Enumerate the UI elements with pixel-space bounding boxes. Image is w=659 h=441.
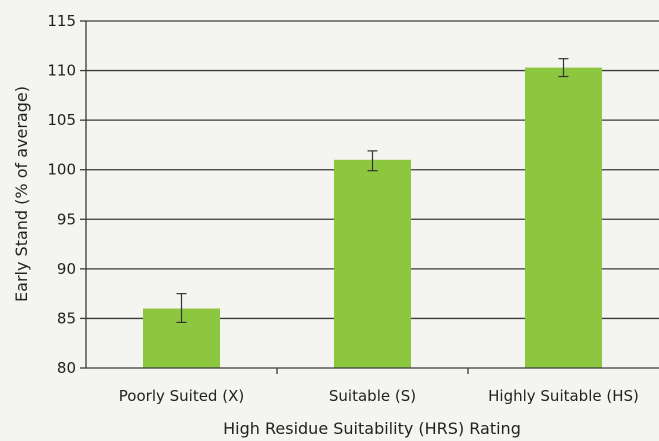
axes — [80, 20, 659, 374]
y-tick-label: 85 — [57, 309, 76, 327]
y-axis-title: Early Stand (% of average) — [12, 86, 31, 302]
tick-labels: 80 85 90 95 100 105 110 115 Poorly Suited (X) Sui… — [47, 12, 639, 405]
y-tick-label: 95 — [57, 210, 76, 228]
x-category-label: Highly Suitable (HS) — [488, 387, 639, 405]
error-bars — [176, 58, 569, 323]
x-axis-title: High Residue Suitability (HRS) Rating — [223, 419, 521, 438]
bar — [334, 159, 411, 368]
y-tick-label: 115 — [47, 12, 76, 30]
bar — [525, 67, 602, 369]
bars — [143, 67, 602, 369]
x-category-label: Poorly Suited (X) — [119, 387, 244, 405]
x-category-label: Suitable (S) — [329, 387, 416, 405]
y-tick-label: 80 — [57, 359, 76, 377]
y-tick-label: 105 — [47, 111, 76, 129]
y-tick-label: 110 — [47, 62, 76, 80]
y-tick-label: 100 — [47, 161, 76, 179]
y-tick-label: 90 — [57, 260, 76, 278]
